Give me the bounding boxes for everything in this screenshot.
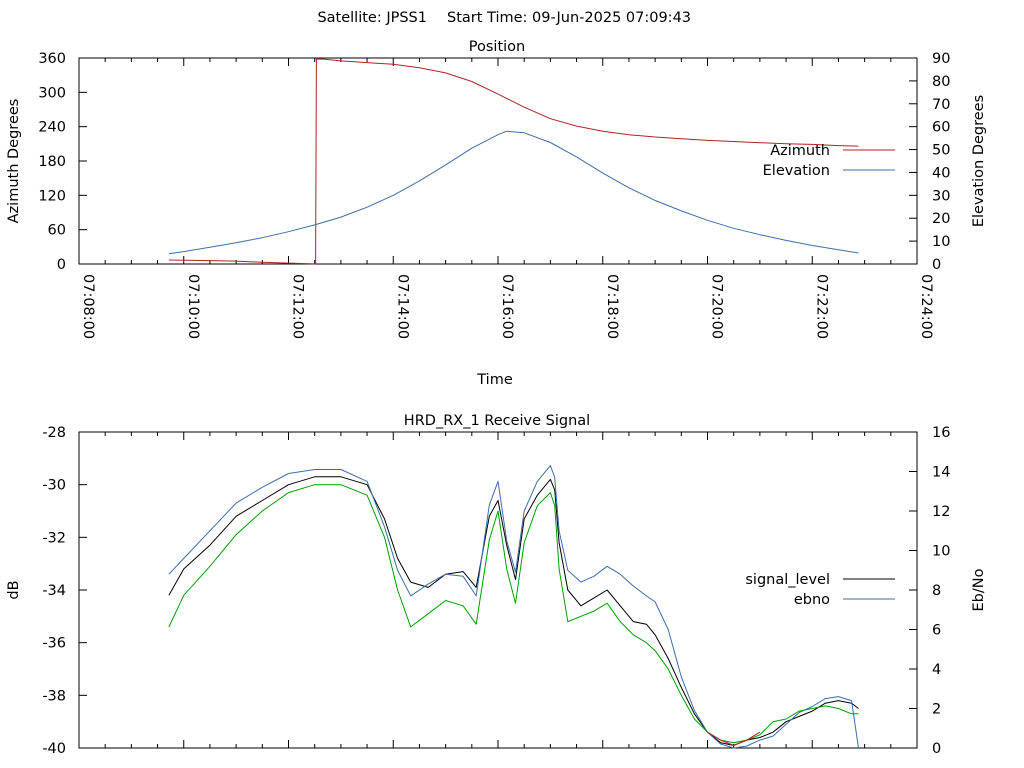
- x-tick-label: 07:10:00: [185, 274, 201, 339]
- y-right-tick-label: 60: [932, 120, 950, 136]
- y-right-tick-label: 2: [932, 702, 941, 718]
- y-left-tick-label: -32: [42, 530, 66, 546]
- x-tick-label: 07:22:00: [813, 274, 829, 339]
- x-tick-label: 07:20:00: [709, 274, 725, 339]
- y-right-tick-label: 6: [932, 623, 941, 639]
- y-left-tick-label: 120: [38, 188, 66, 204]
- elevation-axis-label: Elevation Degrees: [971, 95, 987, 227]
- y-right-tick-label: 80: [932, 74, 950, 90]
- legend-label-ebno: ebno: [794, 592, 830, 608]
- x-tick-label: 07:16:00: [499, 274, 515, 339]
- y-right-tick-label: 40: [932, 165, 950, 181]
- y-left-tick-label: -40: [42, 741, 66, 757]
- y-right-tick-label: 16: [932, 425, 950, 441]
- position-chart: Position 07:08:00 07:10:00 07:12:00 07:14:0…: [6, 39, 987, 388]
- y-left-tick-label: -28: [42, 425, 66, 441]
- azimuth-axis-label: Azimuth Degrees: [6, 99, 22, 224]
- position-plot-frame: [78, 57, 918, 265]
- series-line-azimuth: [168, 58, 859, 265]
- position-ticks: 07:08:00 07:10:00 07:12:00 07:14:00 07:16:00…: [38, 51, 950, 339]
- y-left-tick-label: 0: [57, 257, 66, 273]
- signal-chart-title: HRD_RX_1 Receive Signal: [404, 413, 590, 429]
- y-right-tick-label: 12: [932, 504, 950, 520]
- y-right-tick-label: 14: [932, 465, 950, 481]
- x-tick-label: 07:24:00: [918, 274, 934, 339]
- y-right-tick-label: 50: [932, 143, 950, 159]
- x-tick-label: 07:12:00: [290, 274, 306, 339]
- legend-label-elevation: Elevation: [763, 163, 830, 179]
- legend-label-signal-level: signal_level: [745, 572, 830, 588]
- signal-plot-frame: [78, 431, 918, 749]
- start-time-label: Start Time: 09-Jun-2025 07:09:43: [447, 10, 691, 26]
- signal-chart: HRD_RX_1 Receive Signal -40-38-36-34-32-…: [6, 413, 987, 757]
- series-line-signal-level: [168, 476, 859, 746]
- y-right-tick-label: 10: [932, 234, 950, 250]
- series-line-unnamed-2: [168, 484, 859, 744]
- x-tick-label: 07:08:00: [80, 274, 96, 339]
- y-left-tick-label: -38: [42, 688, 66, 704]
- series-line-elevation: [168, 130, 859, 255]
- y-right-tick-label: 30: [932, 188, 950, 204]
- x-tick-label: 07:18:00: [604, 274, 620, 339]
- signal-ticks: -40 -38 -36 -34 -32 -30 -28 0 2 4 6 8 10 12 14 16: [42, 425, 950, 757]
- y-right-tick-label: 0: [932, 741, 941, 757]
- y-left-tick-label: -30: [42, 478, 66, 494]
- legend-label-azimuth: Azimuth: [770, 143, 830, 159]
- position-series: [168, 58, 859, 265]
- y-right-tick-label: 8: [932, 583, 941, 599]
- y-left-tick-label: 60: [48, 223, 66, 239]
- series-line-unnamed-3: [707, 731, 761, 746]
- x-tick-label: 07:14:00: [394, 274, 410, 339]
- y-right-tick-label: 20: [932, 211, 950, 227]
- ebno-axis-label: Eb/No: [971, 568, 987, 611]
- y-left-tick-label: -34: [42, 583, 66, 599]
- y-right-tick-label: 4: [932, 662, 941, 678]
- y-left-tick-label: 360: [38, 51, 66, 67]
- y-left-tick-label: 240: [38, 120, 66, 136]
- series-line-ebno: [168, 465, 859, 749]
- position-legend: Azimuth Elevation: [763, 143, 895, 179]
- db-axis-label: dB: [6, 580, 22, 599]
- y-right-tick-label: 70: [932, 97, 950, 113]
- y-left-tick-label: 180: [38, 154, 66, 170]
- signal-series: [168, 465, 859, 749]
- position-chart-title: Position: [469, 39, 525, 55]
- time-axis-label: Time: [476, 372, 513, 388]
- satellite-label: Satellite: JPSS1: [317, 10, 427, 26]
- y-right-tick-label: 0: [932, 257, 941, 273]
- y-right-tick-label: 90: [932, 51, 950, 67]
- y-right-tick-label: 10: [932, 544, 950, 560]
- y-left-tick-label: -36: [42, 636, 66, 652]
- y-left-tick-label: 300: [38, 85, 66, 101]
